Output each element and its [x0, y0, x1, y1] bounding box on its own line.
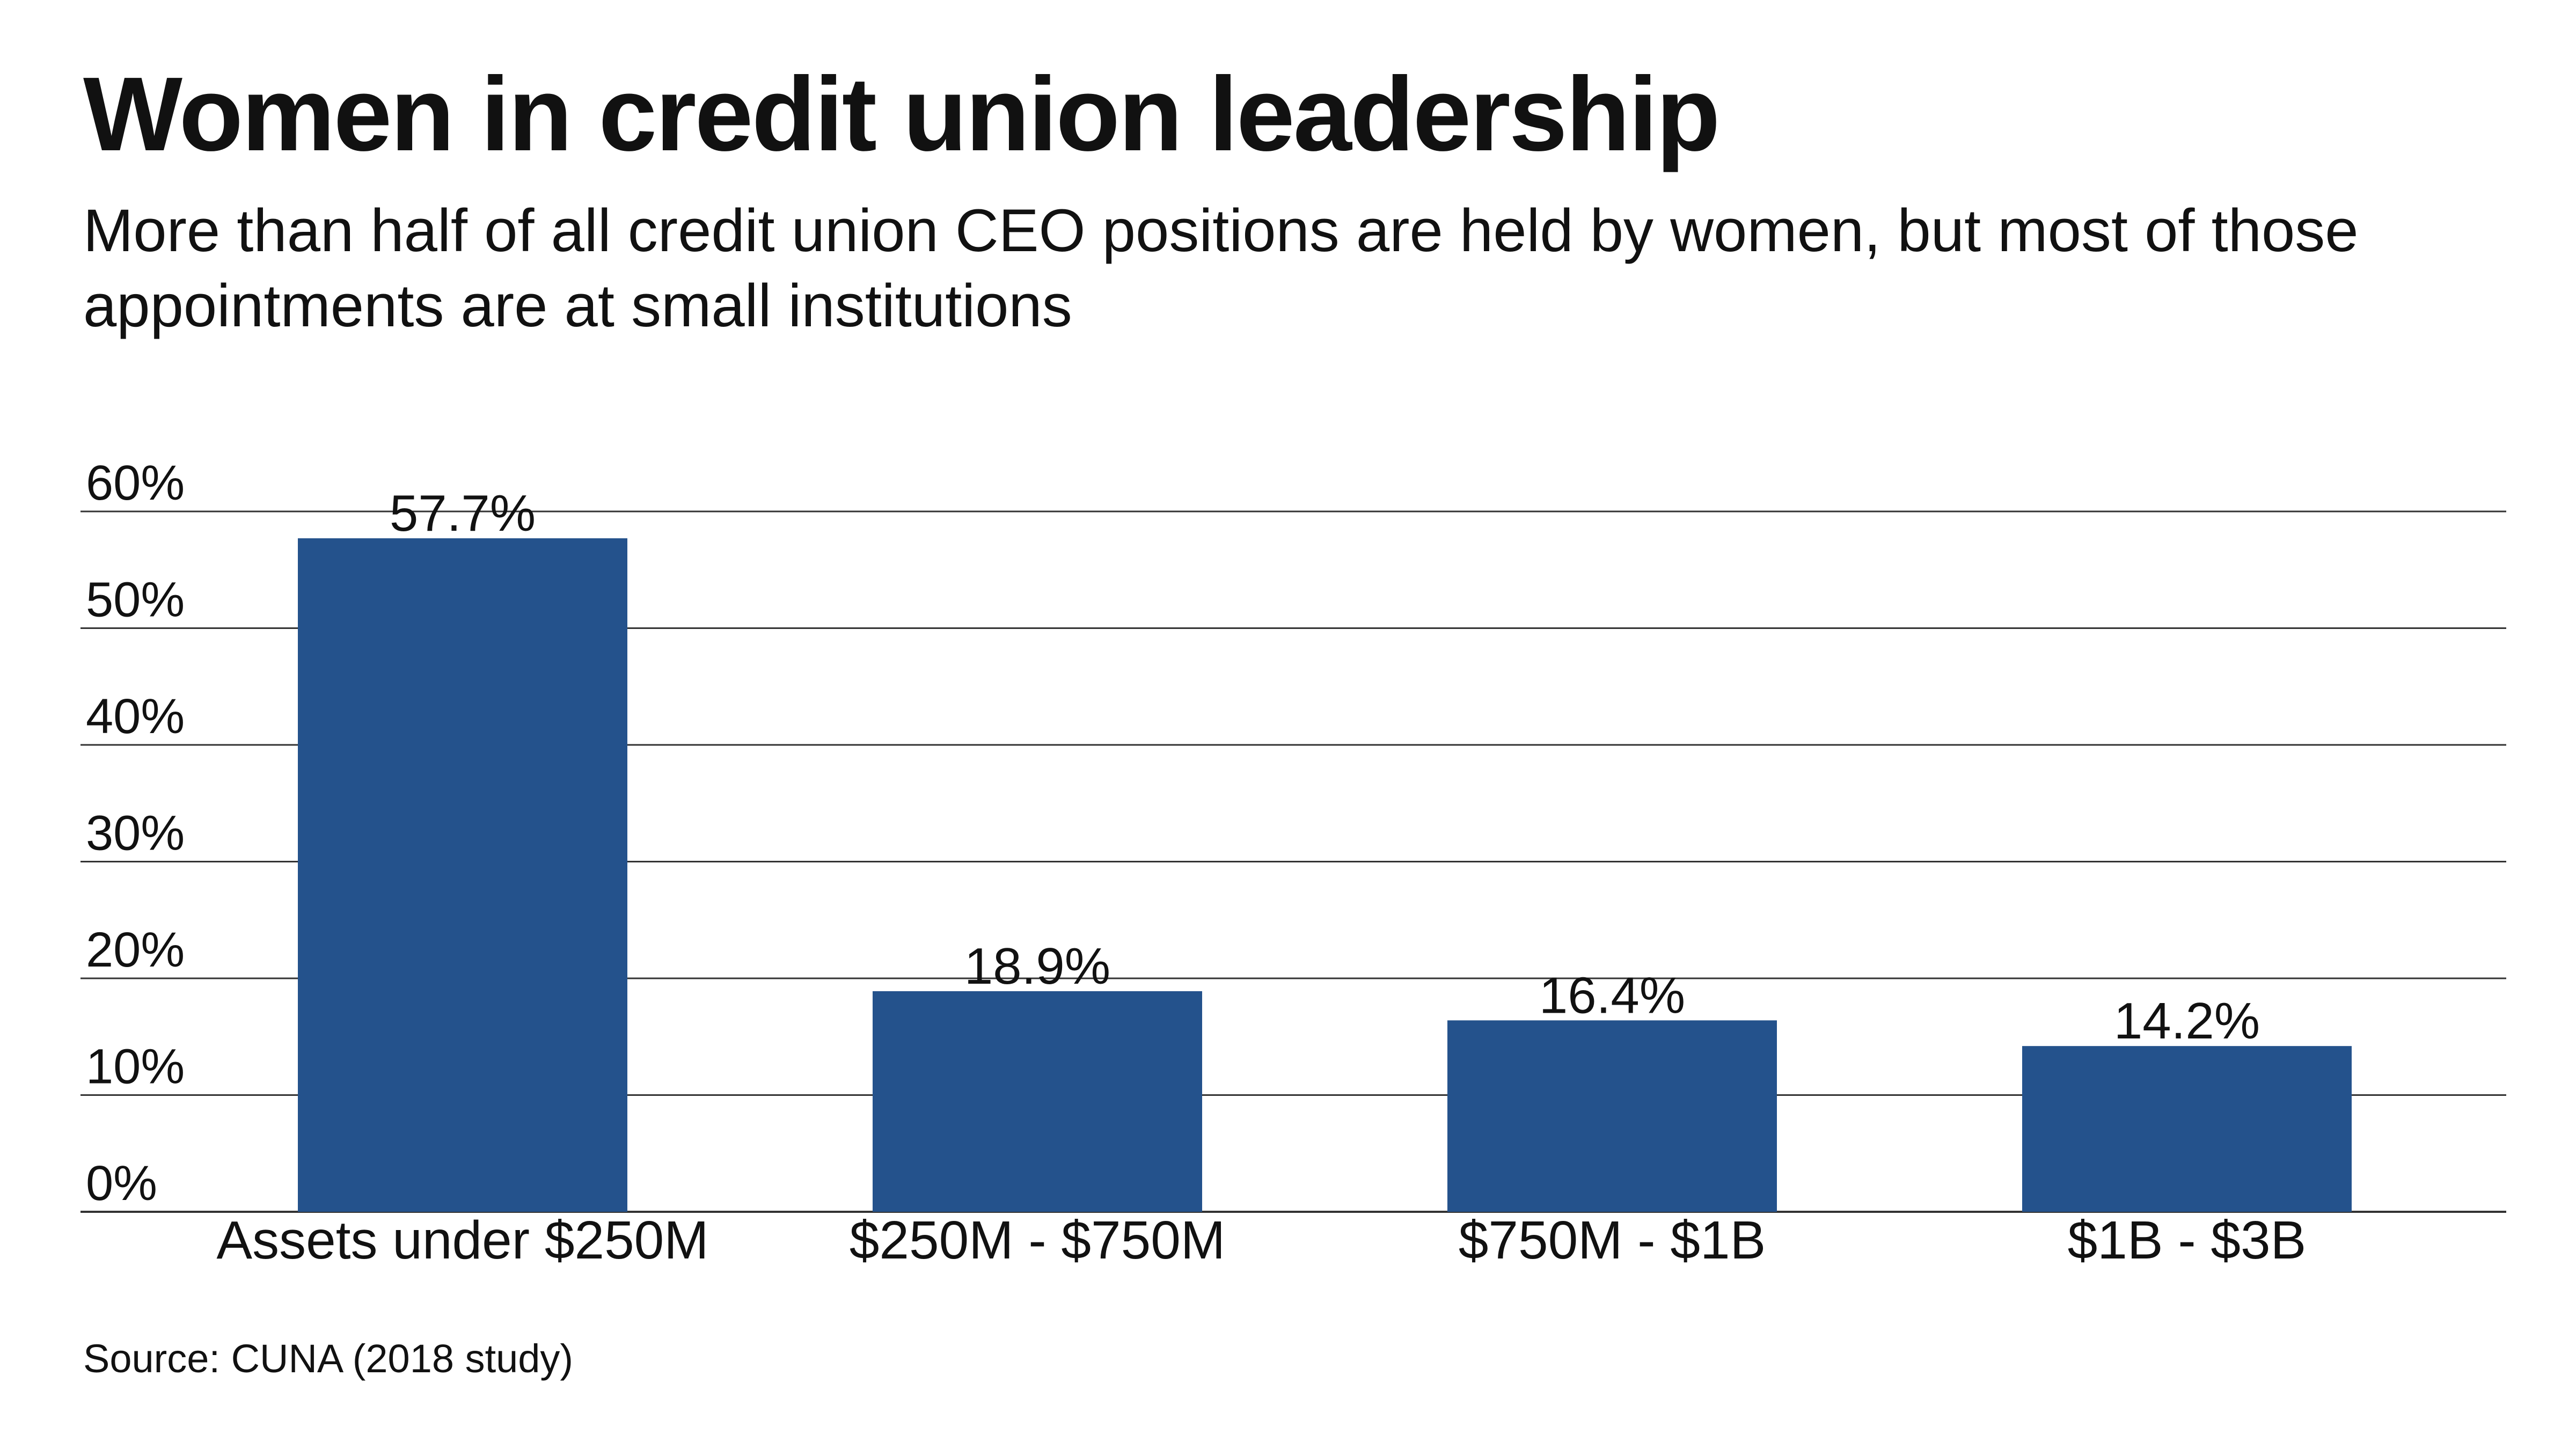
- bars: [298, 538, 2352, 1212]
- bar: [298, 538, 627, 1212]
- source-note: Source: CUNA (2018 study): [83, 1336, 574, 1381]
- bar: [1447, 1020, 1777, 1212]
- x-tick-label: $750M - $1B: [1459, 1210, 1766, 1270]
- y-tick-label: 60%: [86, 456, 185, 510]
- y-tick-label: 30%: [86, 806, 185, 861]
- y-tick-label: 0%: [86, 1156, 157, 1211]
- x-tick-label: $1B - $3B: [2068, 1210, 2307, 1270]
- bar: [873, 991, 1202, 1212]
- data-labels: 57.7% 18.9% 16.4% 14.2%: [390, 485, 2260, 1050]
- y-tick-label: 10%: [86, 1040, 185, 1094]
- y-tick-label: 50%: [86, 573, 185, 627]
- data-label: 14.2%: [2114, 992, 2260, 1050]
- y-tick-label: 20%: [86, 923, 185, 977]
- chart-title: Women in credit union leadership: [83, 55, 1721, 173]
- bar: [2022, 1046, 2352, 1212]
- x-axis-tick-labels: Assets under $250M $250M - $750M $750M - $…: [216, 1210, 2306, 1270]
- x-tick-label: Assets under $250M: [216, 1210, 708, 1270]
- data-label: 57.7%: [390, 485, 536, 542]
- chart-subtitle: More than half of all credit union CEO p…: [83, 197, 2359, 339]
- y-tick-label: 40%: [86, 689, 185, 744]
- data-label: 18.9%: [964, 938, 1110, 995]
- data-label: 16.4%: [1539, 967, 1685, 1024]
- x-tick-label: $250M - $750M: [850, 1210, 1225, 1270]
- y-axis-tick-labels: 0% 10% 20% 30% 40% 50% 60%: [86, 456, 185, 1211]
